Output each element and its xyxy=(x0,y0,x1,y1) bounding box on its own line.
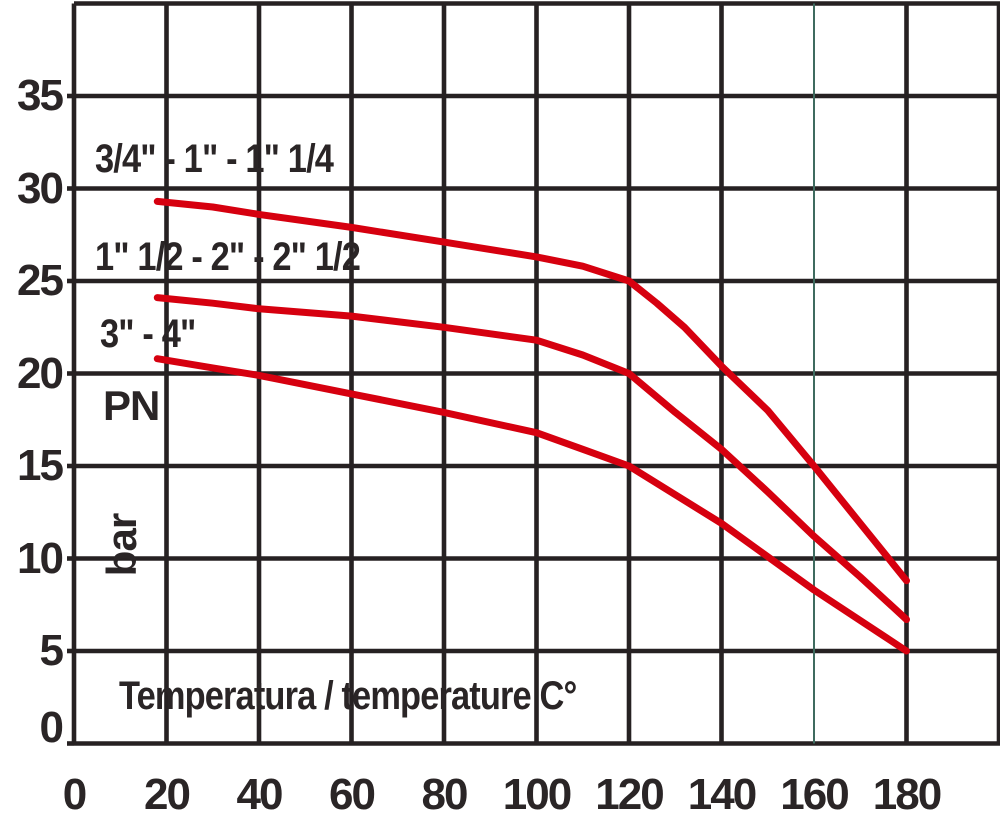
y-tick-label-5: 5 xyxy=(39,626,64,675)
x-tick-label-100: 100 xyxy=(502,770,572,813)
series-label-small-sizes: 3/4" - 1" - 1" 1/4 xyxy=(95,137,334,181)
x-tick-label-160: 160 xyxy=(780,770,849,813)
series-label-large-sizes: 3" - 4" xyxy=(100,312,196,356)
x-tick-label-60: 60 xyxy=(329,770,376,813)
curve-series-2 xyxy=(153,355,910,655)
x-tick-label-40: 40 xyxy=(236,770,284,813)
y-tick-label-20: 20 xyxy=(17,348,64,398)
x-tick-label-20: 20 xyxy=(144,770,191,813)
series-label-medium-sizes: 1" 1/2 - 2" - 2" 1/2 xyxy=(95,235,361,279)
x-axis-title: Temperatura / temperature C° xyxy=(119,674,577,718)
x-tick-label-120: 120 xyxy=(595,770,664,813)
x-tick-label-180: 180 xyxy=(872,770,942,813)
x-tick-label-0: 0 xyxy=(62,770,87,813)
y-tick-label-10: 10 xyxy=(17,533,64,583)
curve-series-0 xyxy=(153,197,910,585)
y-axis-label-pn: PN xyxy=(103,382,160,429)
y-tick-label-0: 0 xyxy=(39,702,64,752)
curve-series-1 xyxy=(153,294,910,623)
y-tick-label-25: 25 xyxy=(17,256,64,305)
x-tick-label-80: 80 xyxy=(421,770,469,813)
x-tick-label-140: 140 xyxy=(687,770,757,813)
y-tick-label-30: 30 xyxy=(17,163,64,213)
y-tick-label-15: 15 xyxy=(17,441,64,490)
y-tick-label-35: 35 xyxy=(17,71,64,120)
y-axis-unit-bar: bar xyxy=(98,513,145,577)
